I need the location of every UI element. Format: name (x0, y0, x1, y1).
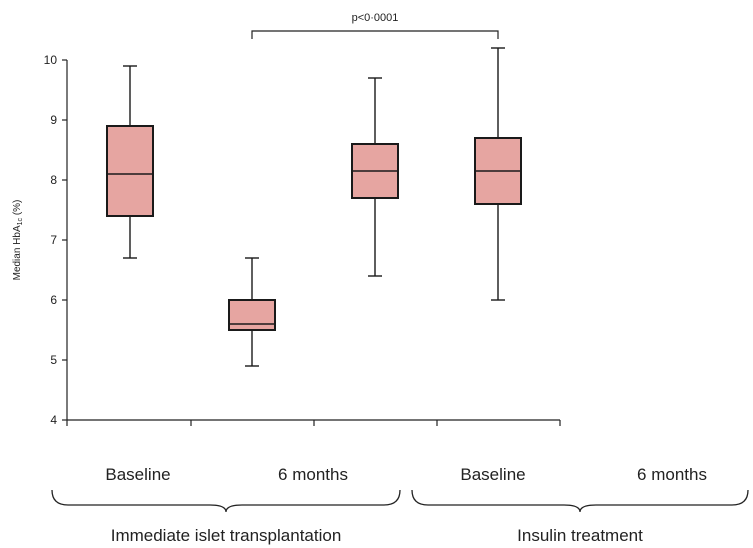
y-tick-label: 8 (50, 173, 57, 187)
category-label: 6 months (278, 465, 348, 484)
y-tick-label: 10 (44, 53, 58, 67)
y-axis-label: Median HbA1c (%) (12, 200, 24, 281)
box-iqr (106, 125, 154, 217)
box-4 (474, 47, 522, 301)
y-tick-label: 4 (50, 413, 57, 427)
box-3 (351, 77, 399, 277)
group-brace (411, 489, 749, 513)
box-1 (106, 65, 154, 259)
group-label: Immediate islet transplantation (111, 526, 342, 545)
y-tick-label: 7 (50, 233, 57, 247)
group-braces: Immediate islet transplantation Insulin t… (51, 489, 749, 545)
y-tick-label: 9 (50, 113, 57, 127)
category-label: 6 months (637, 465, 707, 484)
x-ticks (66, 420, 561, 426)
boxes (106, 47, 522, 367)
y-axis-label-subscript: 1c (17, 217, 24, 225)
significance-annotation: p<0·0001 (251, 12, 499, 39)
y-tick-label: 5 (50, 353, 57, 367)
group-label: Insulin treatment (517, 526, 643, 545)
y-ticks: 4 5 6 7 8 9 10 (44, 53, 67, 427)
box-2 (228, 257, 276, 367)
y-tick-label: 6 (50, 293, 57, 307)
group-brace (51, 489, 401, 513)
category-label: Baseline (460, 465, 525, 484)
box-iqr (228, 299, 276, 331)
category-label: Baseline (105, 465, 170, 484)
y-axis-label-unit: (%) (12, 200, 23, 218)
p-value-label: p<0·0001 (352, 12, 399, 24)
significance-bracket (251, 30, 499, 39)
category-labels: Baseline 6 months Baseline 6 months (105, 465, 707, 484)
